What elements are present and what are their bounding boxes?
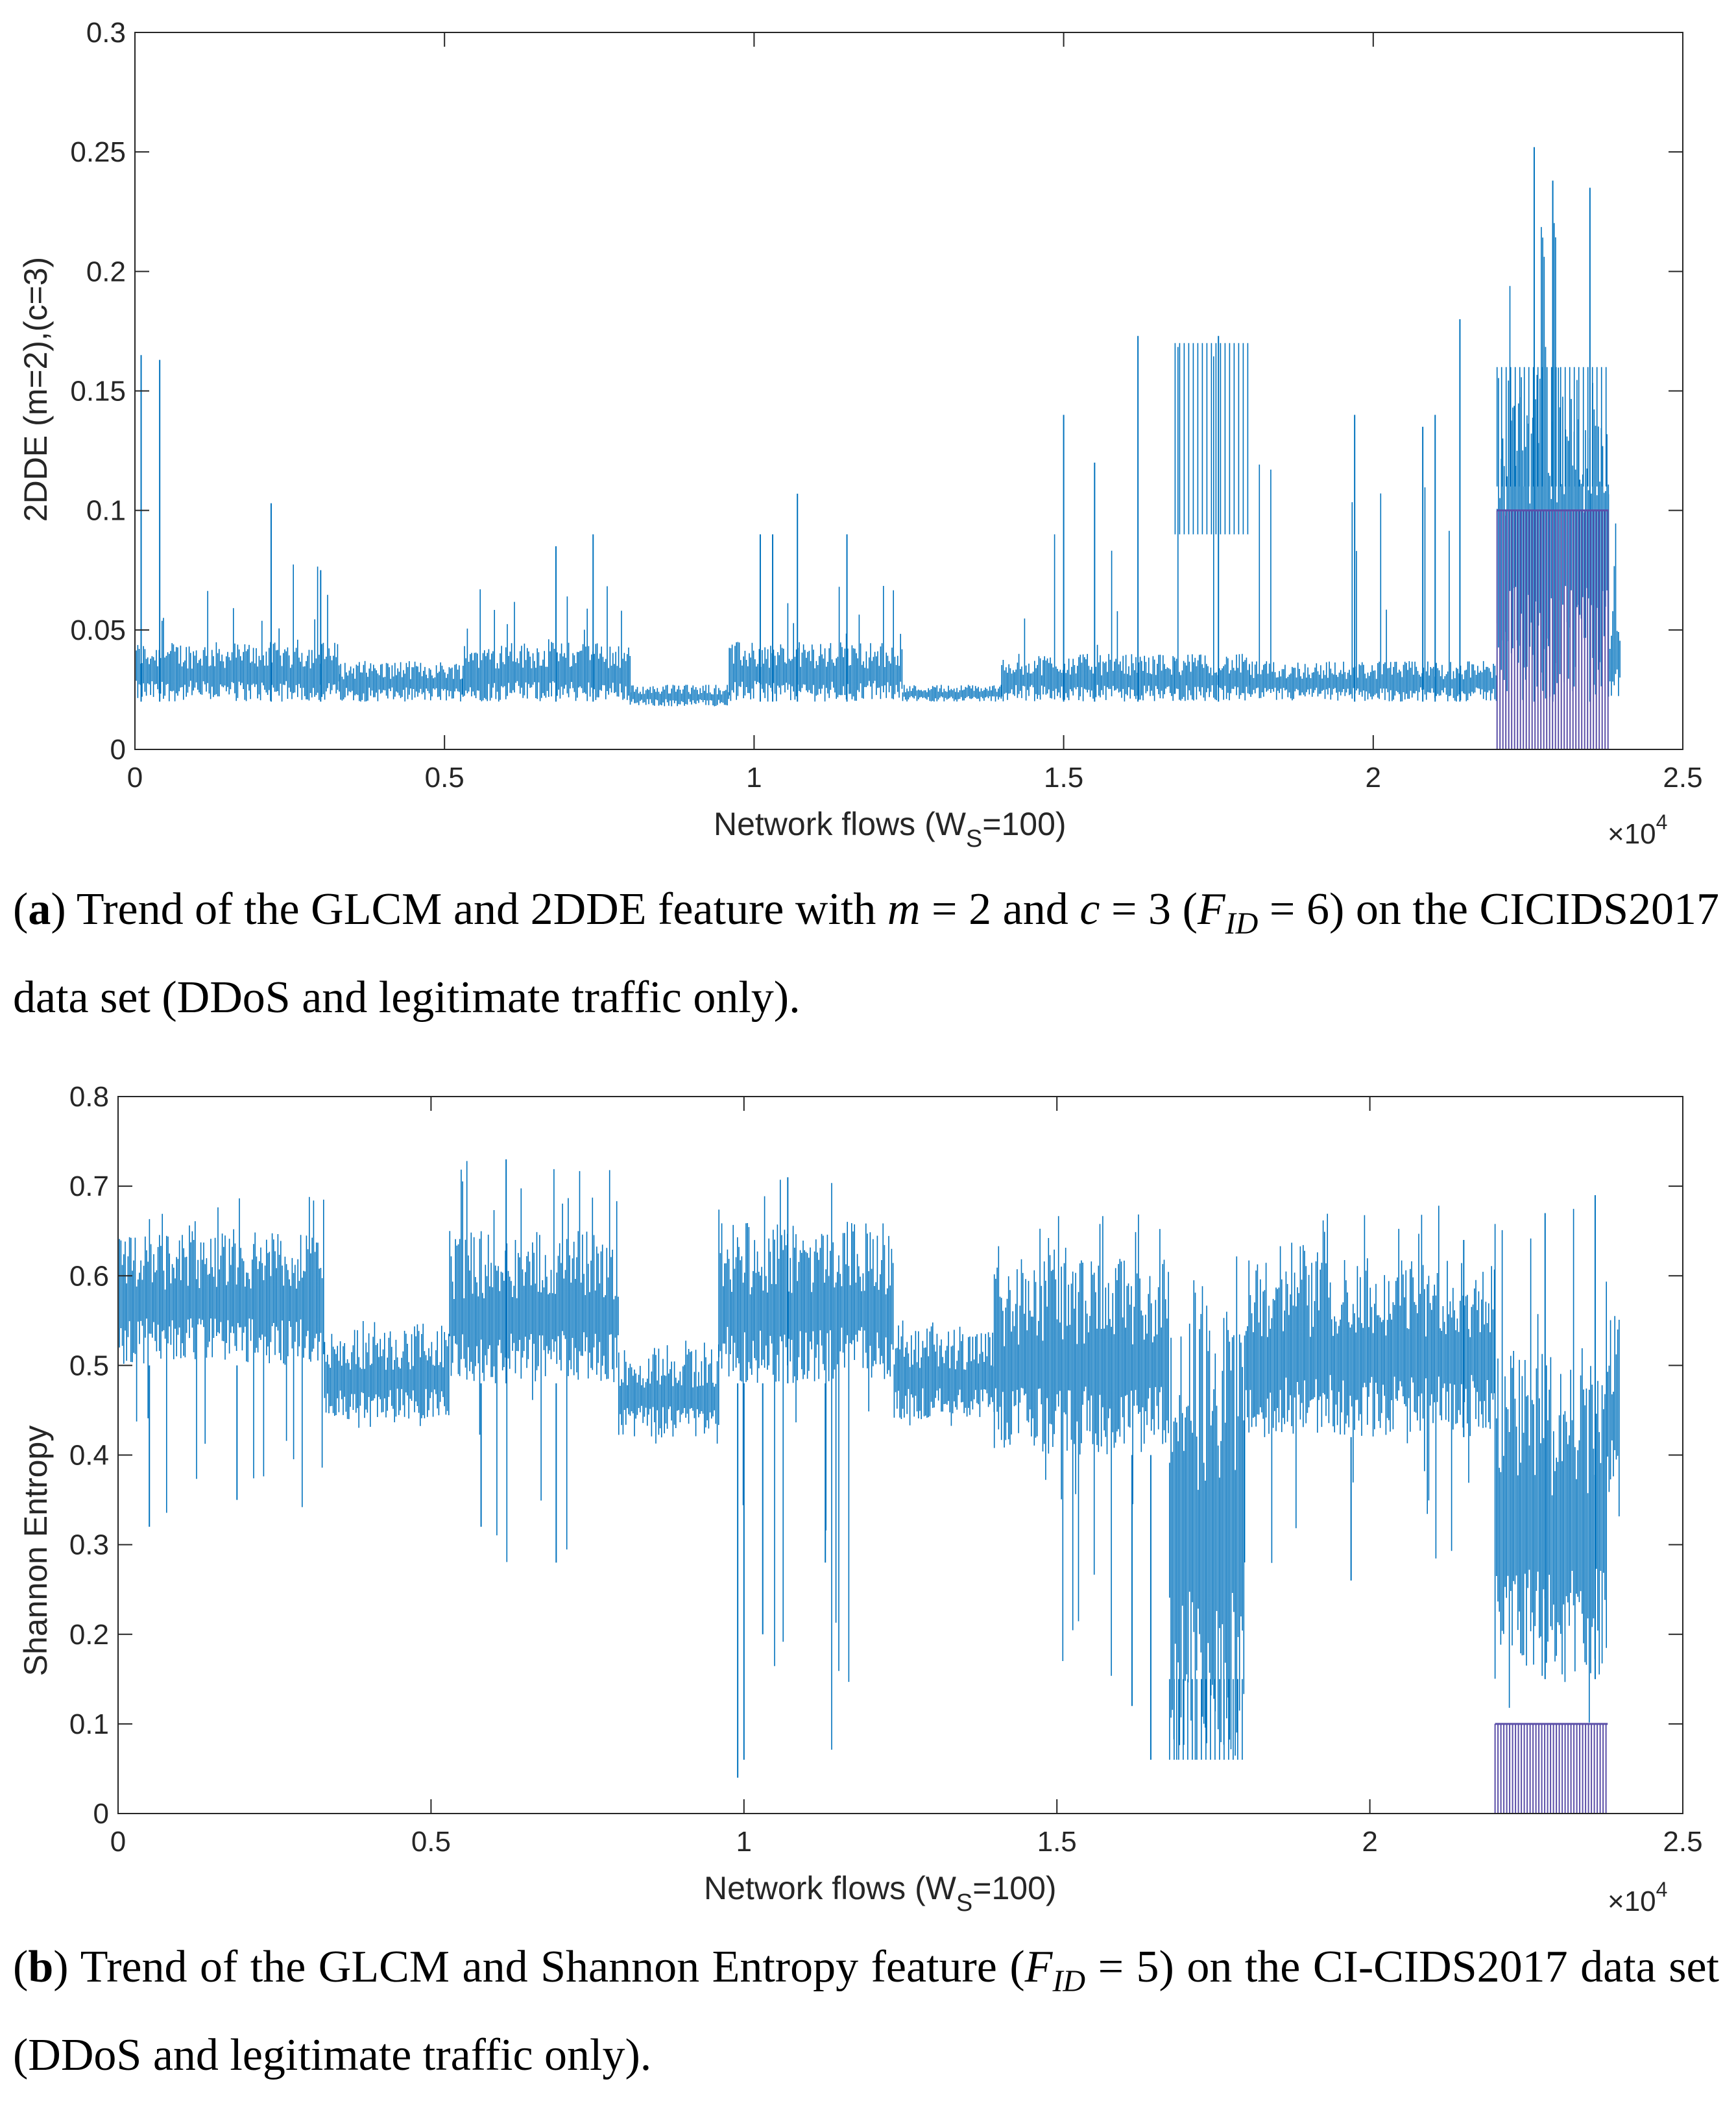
series-segment xyxy=(1001,335,1175,702)
x-tick-label: 2.5 xyxy=(1663,1826,1702,1858)
caption-b: (b) Trend of the GLCM and Shannon Entrop… xyxy=(13,1942,1719,2080)
x-tick-label: 0.5 xyxy=(411,1826,451,1858)
series-line xyxy=(1244,1206,1495,1563)
series-segment xyxy=(1174,335,1250,702)
series-line xyxy=(729,586,903,702)
y-tick-label: 0.8 xyxy=(69,1081,109,1113)
series-segment xyxy=(463,534,631,702)
caption-label: b xyxy=(28,1942,54,1992)
series-line xyxy=(339,661,463,702)
y-axis-title: 2DDE (m=2),(c=3) xyxy=(18,257,54,522)
y-tick-label: 0.5 xyxy=(69,1350,109,1381)
series-segment xyxy=(1608,494,1621,697)
y-tick-label: 0.3 xyxy=(86,17,126,49)
x-multiplier: ×104 xyxy=(1608,810,1667,850)
series-line xyxy=(134,564,340,702)
chart-a: 0 0.5 1 1.5 2 2.5 0 0.05 0.1 0.15 0.2 0.25 0.3 2DDE … xyxy=(18,17,1703,853)
y-tick-label: 0.4 xyxy=(69,1440,109,1472)
series-segment xyxy=(1607,1316,1620,1516)
plot-area xyxy=(117,1159,1620,1814)
x-tick-label: 2.5 xyxy=(1663,762,1702,794)
y-tick-label: 0.1 xyxy=(69,1708,109,1740)
plot-area xyxy=(134,147,1621,749)
series-segment xyxy=(1494,1195,1607,1723)
x-tick-label: 1.5 xyxy=(1044,762,1083,794)
y-tick-label: 0.15 xyxy=(70,376,126,407)
x-tick-label: 2 xyxy=(1362,1826,1377,1858)
axes-box xyxy=(134,32,1683,750)
series-line xyxy=(629,685,730,707)
series-segment xyxy=(902,685,1002,702)
attack-bars xyxy=(1494,1723,1607,1814)
series-line xyxy=(893,1320,995,1426)
y-tick-label: 0 xyxy=(93,1798,109,1830)
attack-bars xyxy=(1496,510,1609,749)
series-line xyxy=(993,1214,1169,1676)
axes-box xyxy=(117,1096,1683,1814)
series-line xyxy=(1001,534,1175,702)
y-tick-label: 0.3 xyxy=(69,1529,109,1561)
series-segment xyxy=(1169,1256,1245,1760)
series-line xyxy=(618,1341,719,1444)
y-tick-label: 0.7 xyxy=(69,1171,109,1202)
x-tick-label: 1 xyxy=(736,1826,752,1858)
y-axis-title: Shannon Entropy xyxy=(18,1426,54,1676)
series-segment xyxy=(629,685,730,707)
series-line xyxy=(1494,1209,1607,1723)
series-line xyxy=(1174,343,1250,701)
series-segment xyxy=(993,1214,1169,1760)
series-line xyxy=(1169,1256,1245,1760)
series-line xyxy=(718,1180,894,1750)
x-tick-label: 2 xyxy=(1366,762,1381,794)
y-tick-label: 0.6 xyxy=(69,1260,109,1292)
x-tick-label: 1.5 xyxy=(1037,1826,1077,1858)
series-segment xyxy=(1249,319,1497,702)
series-segment xyxy=(729,493,903,702)
series-line xyxy=(449,1161,619,1562)
x-tick-label: 0 xyxy=(110,1826,126,1858)
caption-label: a xyxy=(28,884,51,934)
series-segment xyxy=(718,1177,894,1778)
y-tick-label: 0 xyxy=(110,734,126,766)
series-segment xyxy=(893,1320,995,1426)
series-segment xyxy=(449,1159,619,1563)
y-tick-label: 0.25 xyxy=(70,136,126,168)
series-line xyxy=(902,685,1002,702)
axes: 0 0.5 1 1.5 2 2.5 0 0.05 0.1 0.15 0.2 0.25 0.3 xyxy=(70,17,1702,794)
series-line xyxy=(324,1321,450,1428)
axes: 0 0.5 1 1.5 2 2.5 0 0.1 0.2 0.3 0.4 0.5 0.6 0.7 0.8 xyxy=(69,1081,1703,1858)
series-segment xyxy=(117,1196,324,1527)
x-axis-title: Network flows (WS=100) xyxy=(704,1870,1057,1917)
x-axis-title: Network flows (WS=100) xyxy=(714,806,1067,853)
series-line xyxy=(1607,1316,1620,1516)
series-line xyxy=(1608,494,1621,697)
series-line xyxy=(463,586,631,702)
y-tick-label: 0.2 xyxy=(69,1619,109,1651)
y-tick-label: 0.2 xyxy=(86,256,126,287)
series-segment xyxy=(134,355,340,702)
caption-a: (a) Trend of the GLCM and 2DDE feature w… xyxy=(13,884,1719,1023)
x-tick-label: 0.5 xyxy=(425,762,464,794)
series-line xyxy=(1249,465,1497,702)
series-segment xyxy=(324,1321,450,1428)
series-segment xyxy=(1244,1206,1495,1581)
x-multiplier: ×104 xyxy=(1608,1878,1667,1917)
attack-region xyxy=(1494,1723,1608,1814)
attack-region xyxy=(1496,509,1609,749)
y-tick-label: 0.05 xyxy=(70,614,126,646)
y-tick-label: 0.1 xyxy=(86,495,126,527)
x-tick-label: 0 xyxy=(127,762,143,794)
series-segment xyxy=(618,1341,719,1444)
x-tick-label: 1 xyxy=(746,762,762,794)
chart-b: 0 0.5 1 1.5 2 2.5 0 0.1 0.2 0.3 0.4 0.5 0.6 0.7 0.8 Sh… xyxy=(18,1081,1703,1917)
series-segment xyxy=(339,661,463,702)
